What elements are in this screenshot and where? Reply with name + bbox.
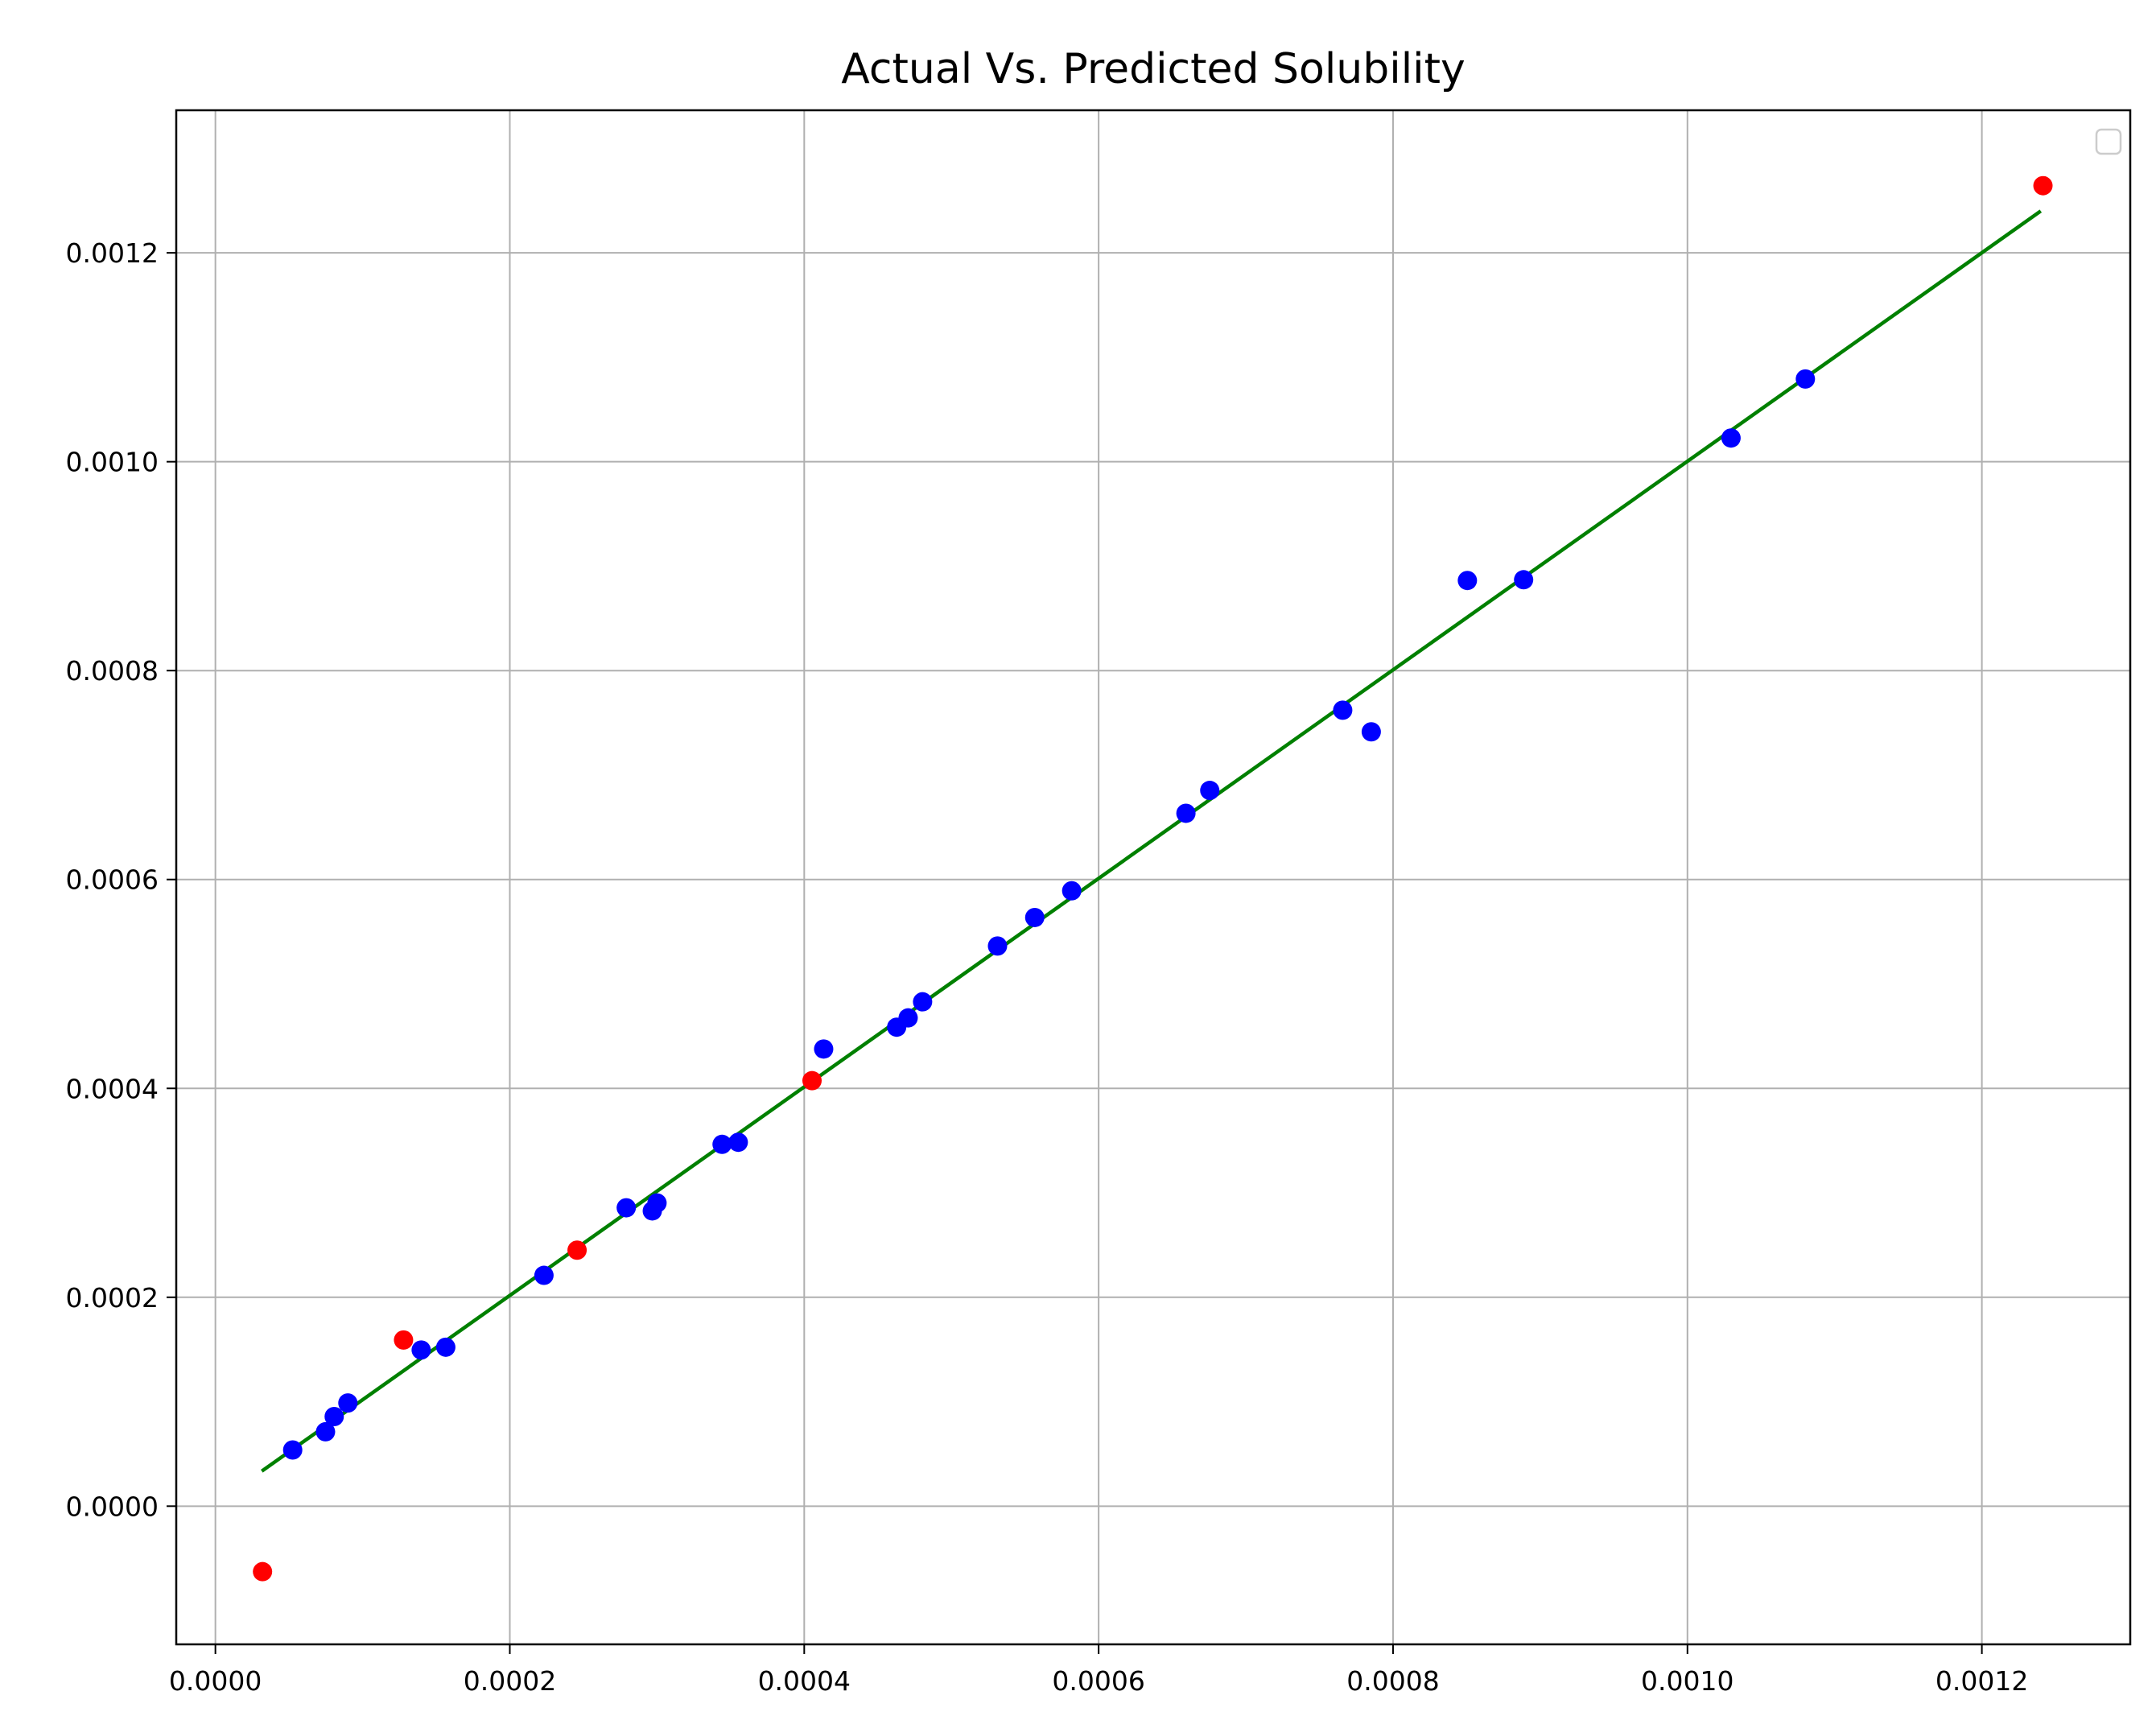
data-point-train: [1024, 907, 1045, 927]
data-point-train: [712, 1134, 732, 1154]
data-point-train: [913, 992, 933, 1012]
data-point-test: [2033, 175, 2053, 196]
y-tick-label: 0.0004: [66, 1073, 159, 1104]
data-point-train: [1062, 881, 1082, 901]
chart-title: Actual Vs. Predicted Solubility: [841, 45, 1466, 93]
y-tick-label: 0.0008: [66, 655, 159, 687]
x-tick-label: 0.0000: [169, 1665, 262, 1697]
data-point-train: [338, 1393, 358, 1413]
data-point-test: [802, 1070, 822, 1091]
data-point-train: [282, 1440, 303, 1460]
data-point-train: [987, 936, 1008, 956]
grid: [176, 110, 2130, 1644]
x-tick-label: 0.0004: [758, 1665, 851, 1697]
y-tick-label: 0.0000: [66, 1491, 159, 1522]
fit-line: [260, 209, 2043, 1473]
data-point-train: [1200, 781, 1220, 801]
data-point-train: [814, 1039, 834, 1059]
data-point-train: [534, 1265, 554, 1285]
data-point-train: [1176, 803, 1196, 823]
data-point-train: [898, 1008, 918, 1028]
data-point-train: [324, 1406, 344, 1426]
y-tick-label: 0.0002: [66, 1282, 159, 1314]
y-axis: 0.0000 0.0002 0.0004 0.0006 0.0008 0.0010 0.00…: [66, 237, 176, 1522]
legend-box[interactable]: [2095, 128, 2122, 155]
x-tick-label: 0.0010: [1641, 1665, 1733, 1697]
points-layer: [253, 175, 2053, 1582]
data-point-train: [1333, 700, 1353, 720]
y-tick-label: 0.0012: [66, 237, 159, 269]
data-point-test: [253, 1561, 273, 1582]
y-tick-label: 0.0006: [66, 864, 159, 896]
data-point-train: [411, 1340, 431, 1360]
data-point-train: [1361, 722, 1381, 742]
data-point-train: [616, 1198, 637, 1218]
y-tick-label: 0.0010: [66, 447, 159, 478]
x-axis: 0.0000 0.0002 0.0004 0.0006 0.0008 0.0010 0.00…: [169, 1644, 2028, 1697]
data-point-train: [1721, 428, 1741, 448]
data-point-test: [567, 1240, 587, 1260]
fit-line-layer: [260, 209, 2043, 1473]
data-point-train: [647, 1193, 667, 1213]
x-tick-label: 0.0002: [464, 1665, 556, 1697]
data-point-train: [1457, 571, 1478, 591]
x-tick-label: 0.0012: [1935, 1665, 2028, 1697]
data-point-test: [394, 1330, 414, 1350]
data-point-train: [435, 1337, 456, 1357]
axes-frame: [175, 109, 2132, 1646]
x-tick-label: 0.0006: [1052, 1665, 1144, 1697]
data-point-train: [728, 1132, 748, 1153]
data-point-train: [1514, 570, 1534, 590]
x-tick-label: 0.0008: [1346, 1665, 1439, 1697]
data-point-train: [315, 1421, 336, 1442]
data-point-train: [1795, 369, 1816, 389]
